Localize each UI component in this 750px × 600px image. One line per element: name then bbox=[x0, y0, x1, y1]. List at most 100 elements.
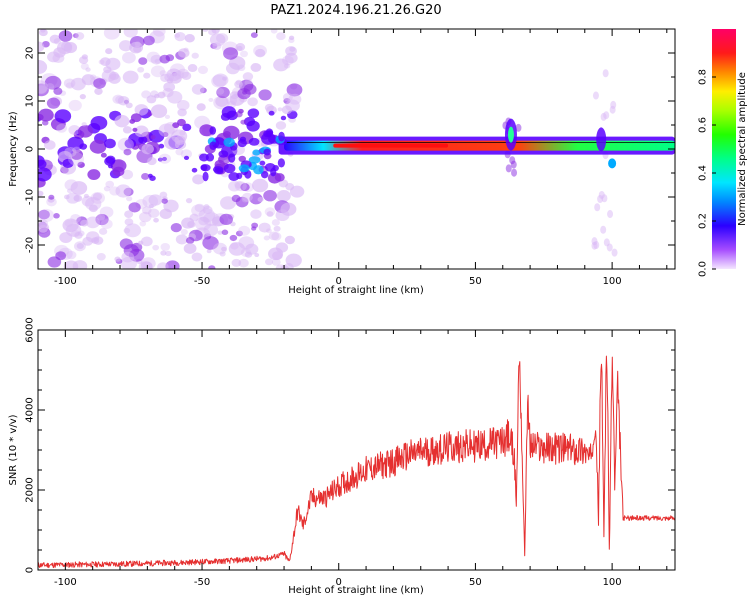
noise-blob bbox=[228, 181, 241, 192]
noise-blob bbox=[603, 111, 610, 120]
snr-y-label: SNR (10 * v/v) bbox=[8, 414, 19, 485]
noise-blob bbox=[208, 265, 216, 269]
noise-blob bbox=[139, 220, 147, 227]
noise-blob bbox=[259, 160, 266, 166]
noise-blob bbox=[62, 158, 74, 168]
noise-blob bbox=[103, 185, 111, 192]
noise-blob bbox=[254, 252, 260, 258]
noise-blob bbox=[505, 164, 512, 173]
noise-blob bbox=[128, 202, 141, 213]
noise-blob bbox=[53, 38, 62, 45]
noise-blob bbox=[184, 33, 195, 43]
noise-blob bbox=[79, 94, 86, 100]
noise-blob bbox=[211, 74, 227, 88]
noise-blob bbox=[222, 76, 228, 81]
noise-blob bbox=[213, 95, 230, 110]
noise-blob bbox=[100, 219, 113, 230]
noise-blob bbox=[161, 198, 168, 204]
noise-blob bbox=[247, 97, 258, 107]
band-spot bbox=[260, 170, 269, 179]
noise-blob bbox=[141, 143, 154, 155]
noise-blob bbox=[236, 45, 243, 51]
noise-blob bbox=[510, 160, 517, 169]
noise-blob bbox=[216, 86, 230, 99]
noise-blob bbox=[124, 210, 134, 218]
noise-blob bbox=[251, 178, 269, 193]
noise-blob bbox=[46, 83, 55, 90]
noise-blob bbox=[228, 242, 246, 256]
noise-blob bbox=[160, 250, 167, 256]
noise-blob bbox=[148, 208, 160, 218]
noise-blob bbox=[70, 149, 83, 160]
noise-blob bbox=[53, 213, 60, 219]
noise-blob bbox=[114, 256, 121, 262]
noise-blob bbox=[258, 89, 272, 101]
noise-blob bbox=[226, 96, 237, 106]
carrier-disturbance bbox=[608, 158, 617, 169]
noise-blob bbox=[192, 174, 205, 185]
noise-blob bbox=[240, 119, 247, 125]
noise-blob bbox=[275, 121, 287, 130]
noise-blob bbox=[112, 166, 125, 177]
noise-blob bbox=[211, 29, 220, 34]
noise-blob bbox=[235, 230, 243, 237]
colorbar: 0.0 0.2 0.4 0.6 0.8 Normalized spectral ampl… bbox=[698, 29, 748, 277]
spectrogram-y-label: Frequency (Hz) bbox=[8, 111, 19, 187]
noise-blob bbox=[191, 204, 206, 217]
noise-blob bbox=[284, 235, 295, 245]
noise-blob bbox=[138, 240, 144, 245]
noise-blob bbox=[66, 250, 77, 260]
noise-blob bbox=[122, 126, 132, 134]
noise-blob bbox=[266, 228, 272, 234]
noise-blob bbox=[176, 100, 190, 111]
noise-blob bbox=[65, 223, 82, 237]
noise-blob bbox=[243, 83, 257, 95]
noise-blob bbox=[38, 224, 48, 233]
noise-blob bbox=[105, 155, 116, 164]
snr-series-line bbox=[38, 355, 675, 569]
noise-blob bbox=[174, 135, 186, 145]
noise-blob bbox=[143, 35, 155, 46]
noise-blob bbox=[183, 243, 197, 254]
x-tick-label: 0 bbox=[336, 577, 342, 588]
noise-blob bbox=[130, 113, 142, 123]
noise-blob bbox=[264, 207, 276, 217]
colorbar-tick-label: 0.4 bbox=[698, 165, 709, 181]
chart-title: PAZ1.2024.196.21.26.G20 bbox=[270, 3, 441, 18]
noise-blob bbox=[140, 257, 156, 269]
noise-blob bbox=[70, 181, 88, 195]
noise-blob bbox=[276, 190, 291, 202]
noise-blob bbox=[38, 208, 55, 222]
noise-blob bbox=[264, 258, 274, 266]
noise-blob bbox=[53, 87, 63, 95]
noise-blob bbox=[100, 152, 107, 158]
noise-blob bbox=[122, 70, 139, 84]
noise-blob bbox=[191, 167, 198, 173]
noise-blob bbox=[199, 124, 214, 137]
noise-blob bbox=[80, 63, 89, 70]
noise-blob bbox=[150, 104, 168, 118]
noise-blob bbox=[77, 125, 93, 138]
noise-blob bbox=[264, 103, 274, 112]
noise-blob bbox=[132, 127, 138, 132]
noise-blob bbox=[163, 82, 176, 92]
x-tick-label: 0 bbox=[336, 276, 342, 287]
noise-blob bbox=[238, 236, 255, 250]
colorbar-gradient bbox=[712, 29, 736, 269]
y-tick-label: 0 bbox=[25, 146, 36, 152]
band-spot bbox=[278, 131, 285, 142]
noise-blob bbox=[85, 216, 100, 229]
noise-blob bbox=[66, 192, 80, 204]
noise-blob bbox=[593, 241, 600, 250]
noise-blob bbox=[82, 236, 94, 246]
noise-blob bbox=[250, 63, 262, 72]
noise-blob bbox=[138, 136, 148, 144]
noise-blob bbox=[140, 261, 153, 269]
x-tick-label: -100 bbox=[54, 276, 77, 287]
noise-blob bbox=[103, 66, 112, 74]
noise-blob bbox=[105, 180, 115, 188]
noise-blob bbox=[40, 29, 46, 33]
band-spot bbox=[228, 153, 236, 163]
noise-blob bbox=[611, 248, 618, 257]
